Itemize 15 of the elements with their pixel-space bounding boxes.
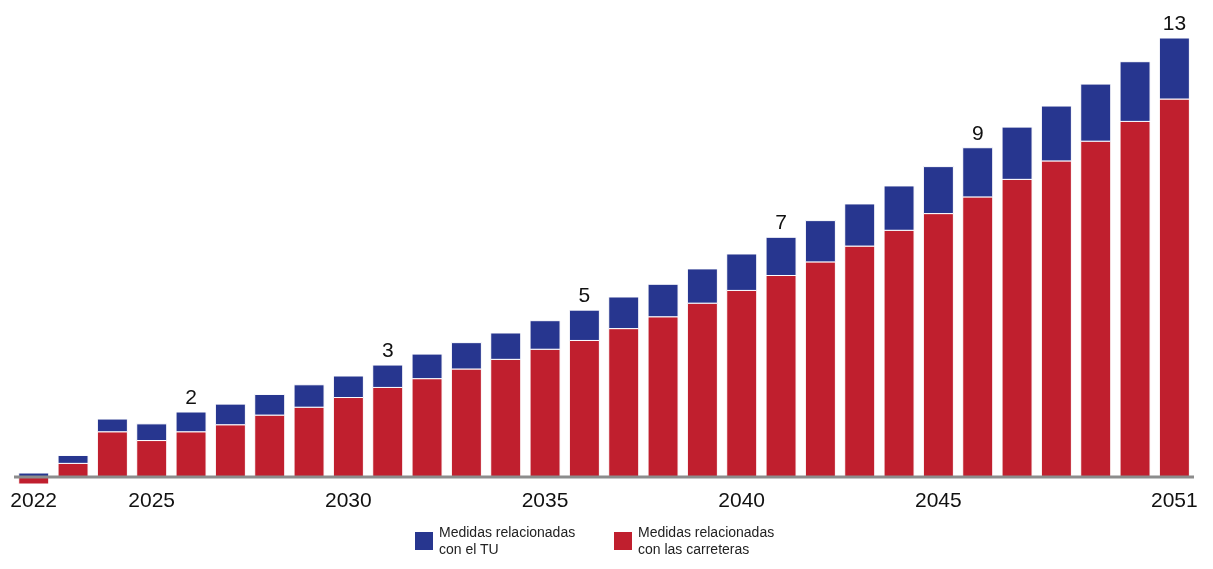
- annotation: 2: [185, 385, 197, 409]
- legend-label: Medidas relacionadas con las carreteras: [638, 524, 776, 558]
- annotation: 9: [971, 120, 984, 144]
- x-tick-label: 2035: [521, 487, 569, 511]
- legend-label: Medidas relacionadas con el TU: [439, 524, 577, 558]
- annotation: 7: [775, 210, 787, 234]
- annotation: 3: [381, 338, 394, 362]
- x-tick-label: 2030: [324, 487, 372, 511]
- x-tick-label: 2025: [128, 487, 176, 511]
- x-tick-label: 2022: [10, 487, 58, 511]
- x-tick-label: 2051: [1150, 487, 1198, 511]
- annotation: 13: [1162, 11, 1187, 34]
- x-tick-label: 2040: [718, 487, 766, 511]
- x-tick-label: 2045: [914, 487, 962, 511]
- annotation: 5: [578, 283, 591, 307]
